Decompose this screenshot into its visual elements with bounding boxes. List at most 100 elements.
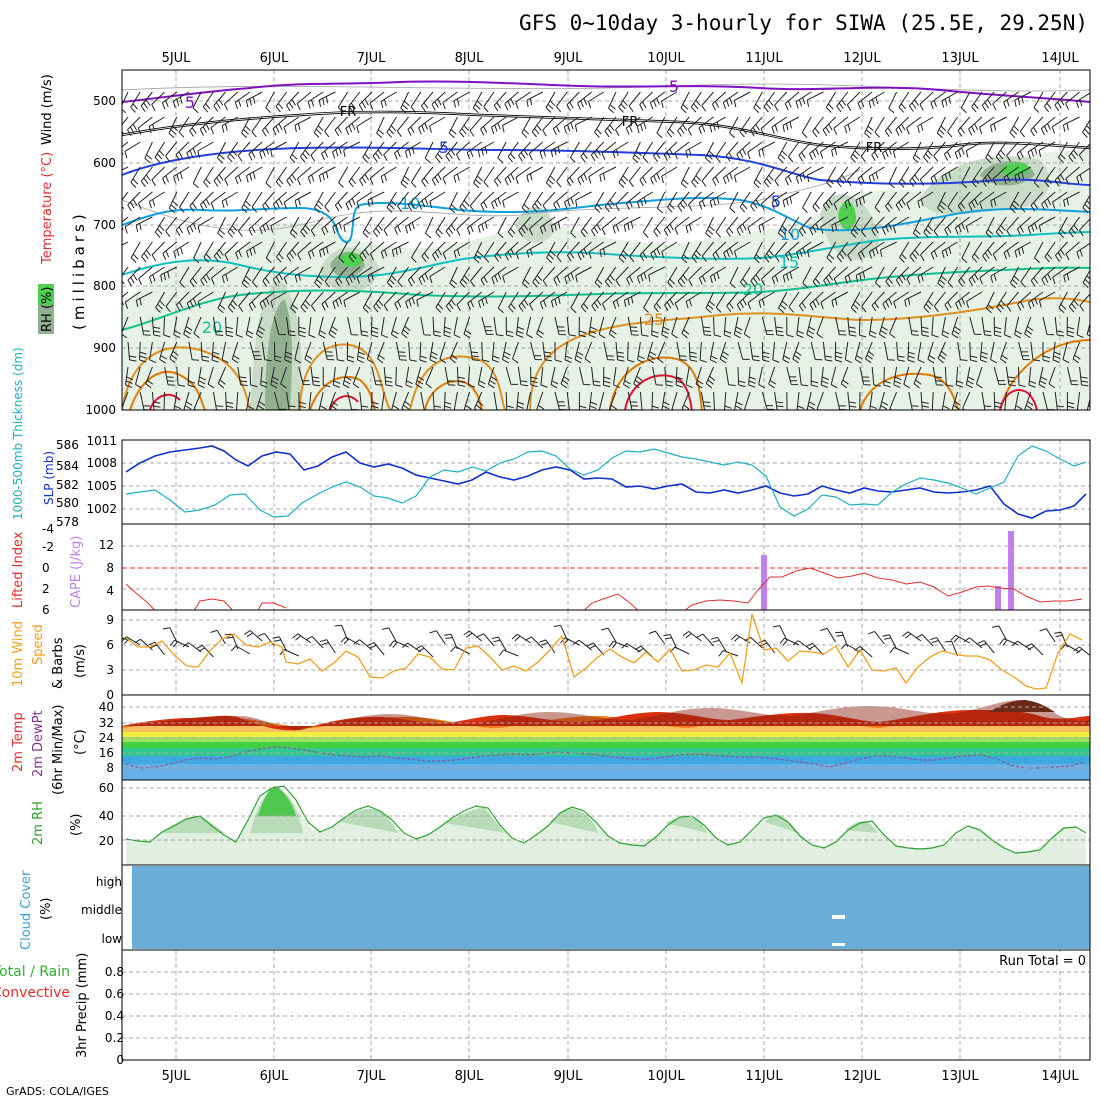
- wind-barb: [833, 116, 849, 135]
- wind-barb: [774, 166, 788, 187]
- wind-barb: [140, 91, 153, 112]
- wind-barb: [383, 291, 397, 312]
- temp-band-teal: [122, 748, 1090, 756]
- wind-barb: [725, 216, 739, 237]
- wind-barb: [530, 366, 538, 388]
- wind-barb: [763, 91, 776, 113]
- wind-barb: [359, 166, 373, 187]
- wind-barb: [801, 116, 812, 138]
- wind-barb: [145, 366, 153, 389]
- wind-barb: [197, 216, 214, 234]
- wind-barb: [682, 631, 702, 642]
- wind-barb: [340, 636, 361, 646]
- wind-barb: [758, 366, 766, 389]
- wind-barb: [1014, 241, 1032, 258]
- wind-barb: [871, 366, 881, 387]
- wind-barb: [421, 241, 434, 263]
- wind-barb: [729, 266, 739, 289]
- wind-barb: [356, 341, 365, 364]
- wind-barb: [771, 116, 788, 134]
- wind-barb: [782, 341, 791, 364]
- wind-barb: [941, 166, 958, 183]
- wind-barb: [439, 341, 447, 364]
- wind-barb: [563, 116, 580, 134]
- wind-barb: [627, 341, 635, 363]
- wind-barb: [231, 341, 240, 364]
- wind-barb: [588, 241, 605, 259]
- wind-barb: [532, 266, 544, 288]
- wind-barb: [502, 116, 519, 133]
- wind-barb: [612, 216, 629, 234]
- wind-barb: [705, 291, 716, 314]
- wind-barb: [505, 366, 518, 385]
- wind-barb: [308, 391, 312, 410]
- wind-barb: [698, 266, 714, 285]
- wind-barb: [626, 266, 641, 286]
- wind-barb: [566, 316, 577, 337]
- wind-barb: [663, 634, 678, 650]
- wind-barb: [957, 341, 968, 361]
- wind-barb: [298, 366, 311, 386]
- wind-barb: [990, 341, 997, 364]
- wind-barb: [566, 166, 580, 187]
- wind-barb: [139, 341, 147, 363]
- y-tick-label: 600: [93, 156, 116, 170]
- precip-tick: 0.8: [105, 965, 124, 979]
- wind-barb: [709, 191, 727, 208]
- wind-barb: [822, 341, 833, 362]
- wind-barb: [505, 391, 514, 410]
- wind-barb: [407, 266, 422, 287]
- wind-barb: [861, 216, 873, 238]
- wind-barb: [1027, 216, 1044, 235]
- wind-barb: [795, 166, 812, 184]
- wind-barb: [725, 141, 739, 162]
- wind-barb: [481, 341, 490, 363]
- wind-barb: [225, 391, 234, 410]
- upper-air-wind-barbs: [122, 91, 1090, 410]
- wind-barb: [652, 366, 664, 386]
- wind-barb: [985, 141, 995, 164]
- wind-barb: [507, 141, 519, 163]
- wind-barb: [283, 266, 300, 285]
- wind-barb: [497, 216, 507, 239]
- wind-barb: [122, 266, 129, 287]
- wind-barb: [493, 166, 507, 187]
- wind-barb: [221, 191, 239, 208]
- temp2m-panel: 40 32 24 16 8 2m Temp 2m DewPt (6hr Min/…: [11, 694, 1091, 795]
- wind-barb: [542, 266, 556, 287]
- wind-barb: [1065, 241, 1080, 261]
- wind10m-tick: 9: [106, 613, 114, 627]
- wind-barb: [941, 391, 950, 410]
- wind-barb: [822, 116, 836, 137]
- wind-barb: [920, 241, 934, 262]
- wind-barb: [623, 216, 641, 232]
- wind-barb: [539, 216, 556, 235]
- wind-barb: [990, 266, 1007, 283]
- wind-barb: [224, 241, 239, 261]
- wind-barb: [588, 91, 605, 109]
- wind-barb: [950, 634, 971, 644]
- wind-barb: [898, 91, 910, 113]
- rh2m-panel: 60 40 20 2m RH (%): [31, 779, 1091, 866]
- wind-barb: [761, 391, 775, 410]
- temp-contour-35: [149, 374, 1038, 410]
- wind-barb: [812, 266, 824, 288]
- wind-barb: [560, 366, 570, 389]
- wind-barb: [1018, 341, 1031, 361]
- wind-barb: [760, 191, 775, 211]
- wind-barb: [467, 366, 476, 388]
- wind-barb: [445, 216, 458, 237]
- wind-barb: [473, 241, 484, 264]
- cloud-level-label: low: [102, 932, 123, 946]
- wind-barb: [405, 216, 422, 234]
- wind-barb: [931, 391, 934, 410]
- wind-barb: [944, 366, 954, 387]
- wind-barb: [786, 317, 794, 338]
- wind-barb: [318, 91, 336, 107]
- wind-barb: [169, 639, 190, 648]
- wind-barb: [469, 341, 480, 361]
- wind-barb: [734, 241, 751, 258]
- wind-barb: [570, 291, 580, 314]
- wind-barb: [968, 191, 983, 211]
- wind-barb: [820, 627, 837, 643]
